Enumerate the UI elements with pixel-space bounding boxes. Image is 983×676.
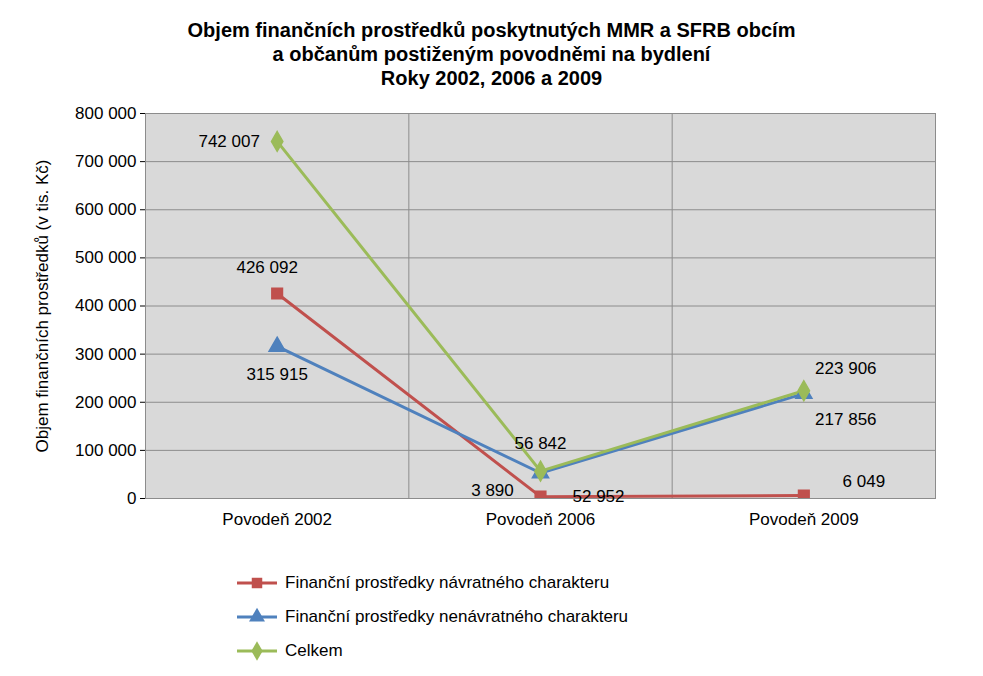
svg-text:Povodeň 2009: Povodeň 2009 (749, 510, 859, 529)
svg-text:Objem finančních prostředků (v: Objem finančních prostředků (v tis. Kč) (33, 160, 52, 453)
svg-text:426 092: 426 092 (236, 258, 297, 277)
html-text:Objem finančních prostředků po: Objem finančních prostředků poskytnutých… (187, 19, 796, 41)
svg-text:0: 0 (127, 489, 136, 508)
svg-text:742 007: 742 007 (198, 132, 259, 151)
svg-text:217 856: 217 856 (815, 410, 876, 429)
svg-text:223 906: 223 906 (815, 359, 876, 378)
svg-text:Povodeň 2006: Povodeň 2006 (486, 510, 596, 529)
svg-text:52 952: 52 952 (573, 487, 625, 506)
svg-text:500 000: 500 000 (75, 248, 136, 267)
svg-text:200 000: 200 000 (75, 393, 136, 412)
svg-text:400 000: 400 000 (75, 296, 136, 315)
svg-text:315 915: 315 915 (246, 365, 307, 384)
html-text:Finanční prostředky návratného: Finanční prostředky návratného charakter… (285, 573, 610, 592)
svg-text:700 000: 700 000 (75, 152, 136, 171)
svg-text:600 000: 600 000 (75, 200, 136, 219)
html-text:Roky 2002, 2006 a 2009: Roky 2002, 2006 a 2009 (380, 67, 603, 89)
svg-text:56 842: 56 842 (515, 434, 567, 453)
html-text:a občanům postiženým povodněmi: a občanům postiženým povodněmi na bydlen… (272, 43, 711, 65)
svg-text:3 890: 3 890 (471, 481, 514, 500)
svg-text:100 000: 100 000 (75, 441, 136, 460)
html-text:Finanční prostředky nenávratné: Finanční prostředky nenávratného charakt… (285, 607, 628, 626)
svg-text:6 049: 6 049 (843, 472, 886, 491)
svg-text:Povodeň 2002: Povodeň 2002 (222, 510, 332, 529)
svg-text:800 000: 800 000 (75, 104, 136, 123)
svg-text:300 000: 300 000 (75, 345, 136, 364)
html-text:Celkem: Celkem (285, 641, 343, 660)
